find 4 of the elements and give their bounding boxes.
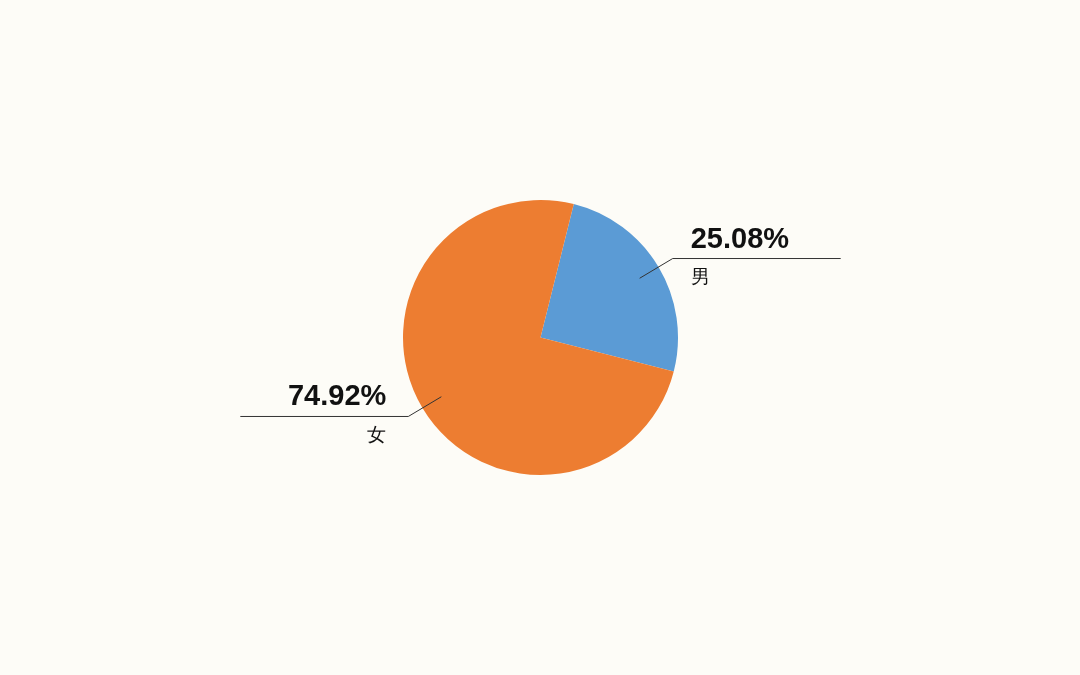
- data-label: 74.92%: [287, 379, 387, 412]
- data-label: 25.08%: [690, 221, 790, 254]
- slice-label: 男: [690, 265, 710, 288]
- slice-label: 女: [367, 423, 387, 446]
